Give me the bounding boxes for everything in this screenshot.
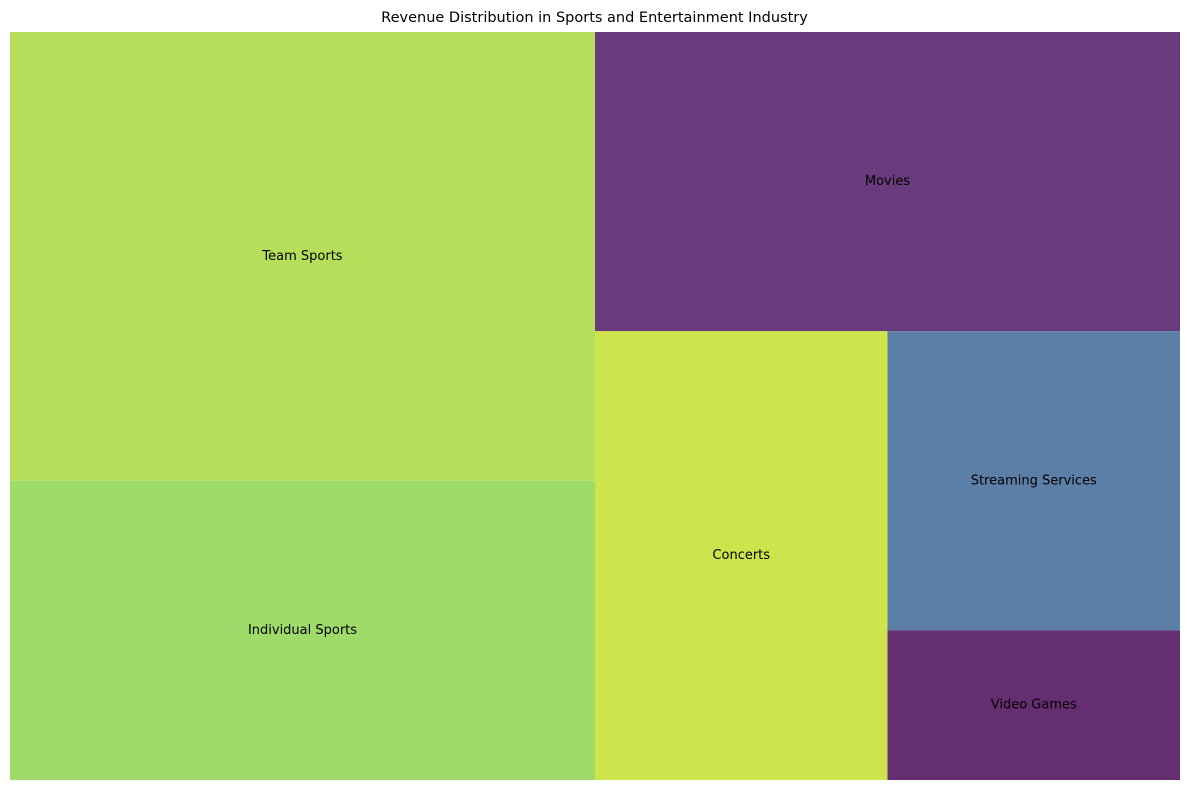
treemap-rect-movies	[595, 32, 1180, 332]
treemap-tile-team-sports: Team Sports	[10, 32, 595, 481]
treemap-label-streaming-services: Streaming Services	[971, 473, 1097, 488]
treemap-tile-video-games: Video Games	[887, 630, 1180, 780]
treemap-rect-video-games	[887, 630, 1180, 780]
treemap-rect-team-sports	[10, 32, 595, 481]
treemap-tile-individual-sports: Individual Sports	[10, 480, 595, 780]
treemap-label-movies: Movies	[865, 174, 910, 189]
treemap-rect-individual-sports	[10, 480, 595, 780]
treemap-label-video-games: Video Games	[991, 698, 1077, 713]
treemap-tile-movies: Movies	[595, 32, 1180, 332]
treemap-tile-streaming-services: Streaming Services	[887, 331, 1180, 631]
treemap-label-individual-sports: Individual Sports	[248, 623, 357, 638]
treemap-rect-streaming-services	[887, 331, 1180, 631]
treemap-rect-concerts	[595, 331, 888, 780]
treemap-label-concerts: Concerts	[712, 548, 770, 563]
treemap-tile-concerts: Concerts	[595, 331, 888, 780]
chart-title: Revenue Distribution in Sports and Enter…	[381, 10, 808, 26]
treemap-label-team-sports: Team Sports	[261, 249, 342, 264]
